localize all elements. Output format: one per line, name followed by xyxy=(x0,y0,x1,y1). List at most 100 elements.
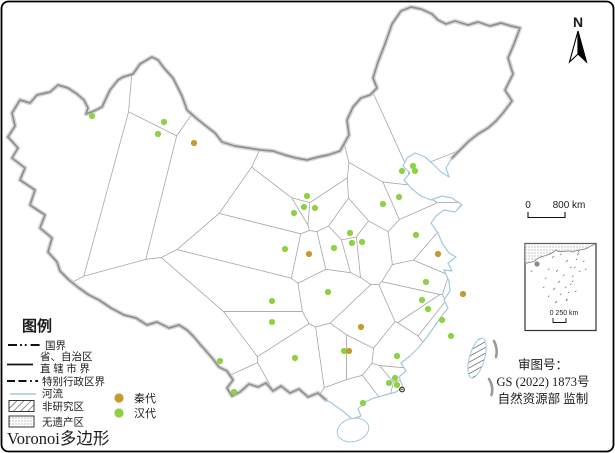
han-site-dot xyxy=(324,288,332,296)
coastline xyxy=(325,152,463,420)
legend-label-no-heritage: 无遗产区 xyxy=(42,416,84,429)
qin-site-dot xyxy=(459,290,467,298)
no-heritage-area-symbol xyxy=(8,415,35,428)
scale-zero: 0 xyxy=(525,200,531,211)
inset-island-speck xyxy=(565,259,569,263)
qin-site-dot xyxy=(190,139,198,147)
qin-dynasty-sites xyxy=(190,139,467,355)
inset-scale-label: 0 250 km xyxy=(550,310,579,317)
inset-island-speck xyxy=(569,266,572,269)
legend-label-province-2: 直 辖 市 界 xyxy=(40,362,90,375)
inset-island-speck xyxy=(565,298,568,301)
inset-hainan xyxy=(534,261,540,267)
inset-island-speck xyxy=(567,291,570,294)
inset-island-speck xyxy=(573,266,576,269)
inset-island-speck xyxy=(574,290,577,293)
scale-max: 800 km xyxy=(553,200,586,211)
han-site-dot xyxy=(230,388,238,396)
han-site-dot xyxy=(418,296,426,304)
han-site-dot xyxy=(290,209,298,217)
han-site-dot xyxy=(393,381,401,389)
map-credits: 审图号： GS (2022) 1873号 自然资源部 监制 xyxy=(496,357,589,406)
han-site-dot xyxy=(379,200,387,208)
national-border-north xyxy=(7,6,521,161)
inset-island-speck xyxy=(551,255,555,259)
sar-boundary-marker xyxy=(399,386,405,393)
han-site-dot xyxy=(348,239,356,247)
han-site-dot xyxy=(340,347,348,355)
inset-island-speck xyxy=(569,283,572,286)
han-site-dot xyxy=(398,167,406,175)
han-site-dot xyxy=(330,244,338,252)
inset-island-speck xyxy=(565,299,568,302)
han-site-dot xyxy=(216,357,224,365)
han-site-dot xyxy=(154,130,162,138)
credit-line2: GS (2022) 1873号 xyxy=(496,375,589,389)
han-site-dot xyxy=(303,192,311,200)
han-site-dot xyxy=(422,278,430,286)
qin-site-dot xyxy=(434,250,442,258)
han-site-dot xyxy=(268,318,276,326)
legend-title: 图例 xyxy=(22,317,52,335)
han-site-dot xyxy=(359,399,367,407)
legend-label-national: 国界 xyxy=(45,340,66,352)
han-legend-label: 汉代 xyxy=(134,407,156,420)
voronoi-cell xyxy=(330,7,520,172)
inset-island-speck xyxy=(544,277,547,280)
inset-island-speck xyxy=(559,253,562,256)
inset-island-speck xyxy=(547,295,550,298)
legend: 图例 国界 省、自治区 直 辖 市 界 特别行政区界 河流 非研究区 无遗产区 … xyxy=(7,317,109,448)
voronoi-cell xyxy=(291,230,327,284)
inset-island-speck xyxy=(559,293,562,296)
han-dynasty-sites xyxy=(88,112,455,407)
han-site-dot xyxy=(358,238,366,246)
inset-island-speck xyxy=(578,270,581,273)
taiwan-island-hatched xyxy=(467,337,487,379)
inset-island-speck xyxy=(552,287,556,291)
han-site-dot xyxy=(300,203,308,211)
inset-scale-bracket xyxy=(552,318,567,323)
legend-label-non-study: 非研究区 xyxy=(42,400,84,413)
han-site-dot xyxy=(311,204,319,212)
legend-label-river: 河流 xyxy=(42,387,63,400)
han-site-dot xyxy=(393,352,401,360)
qin-legend-label: 秦代 xyxy=(134,391,156,405)
inset-island-speck xyxy=(575,258,578,261)
han-site-dot xyxy=(88,112,96,120)
voronoi-cell xyxy=(57,362,297,419)
national-border-south xyxy=(7,136,327,401)
han-site-dot xyxy=(291,354,299,362)
han-site-dot xyxy=(438,316,446,324)
qin-site-dot xyxy=(345,347,353,355)
legend-label-sar: 特别行政区界 xyxy=(42,375,105,388)
inset-island-speck xyxy=(564,286,567,289)
voronoi-cell xyxy=(346,334,374,381)
inset-island-speck xyxy=(576,252,580,256)
sar-boundary-marker-dot xyxy=(401,388,403,391)
north-label: N xyxy=(573,14,583,30)
inset-island-speck xyxy=(547,268,550,271)
credit-line3: 自然资源部 监制 xyxy=(498,391,589,406)
han-site-dot xyxy=(395,193,403,201)
han-site-dot xyxy=(412,231,420,239)
inset-island-speck xyxy=(530,270,533,273)
inset-island-speck xyxy=(584,268,587,271)
han-site-dot xyxy=(160,118,168,126)
qin-legend-dot xyxy=(114,393,124,403)
non-study-area-symbol xyxy=(8,400,35,412)
inset-island-speck xyxy=(557,280,561,284)
inset-island-speck xyxy=(571,280,574,283)
han-site-dot xyxy=(424,305,432,313)
inset-map: 0 250 km xyxy=(524,242,597,332)
inset-island-speck xyxy=(562,274,565,277)
han-site-dot xyxy=(281,245,289,253)
scale-bar: 0 800 km xyxy=(525,200,586,219)
inset-island-speck xyxy=(577,250,580,253)
inset-mainland xyxy=(525,243,596,265)
han-site-dot xyxy=(268,297,276,305)
inset-island-speck xyxy=(571,275,574,278)
legend-label-province-1: 省、自治区 xyxy=(40,350,93,363)
